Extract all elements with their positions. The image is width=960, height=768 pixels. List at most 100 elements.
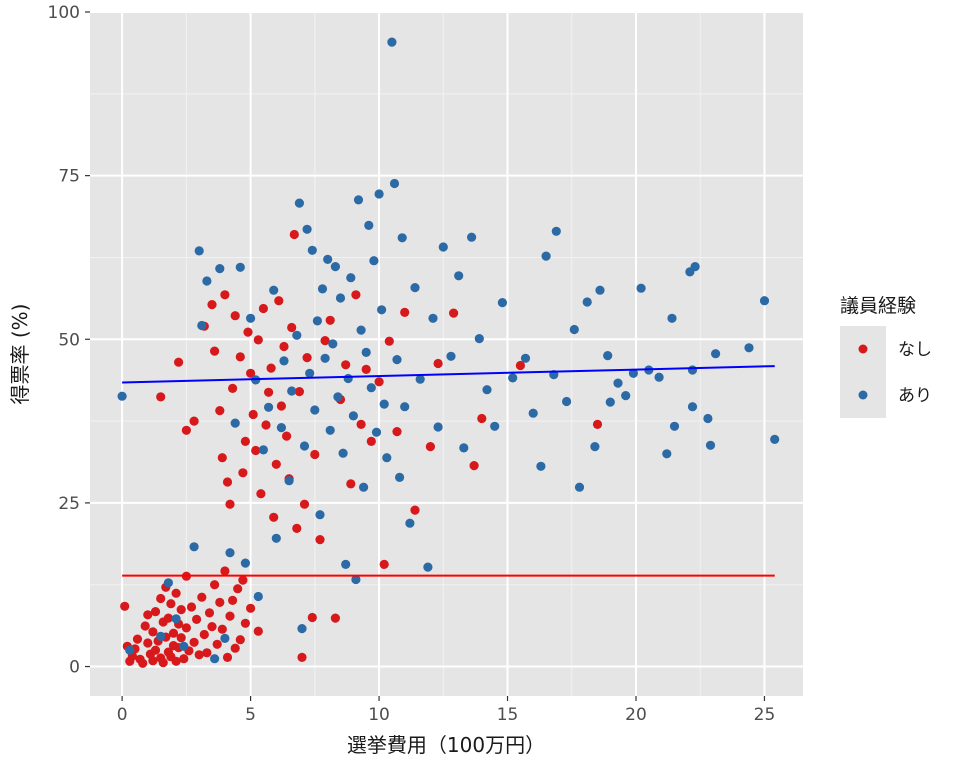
data-point-nashi <box>222 477 233 487</box>
data-point-nashi <box>325 315 335 325</box>
y-tick-label: 25 <box>58 494 80 514</box>
data-point-nashi <box>374 377 384 387</box>
data-point-ari <box>703 413 713 424</box>
data-point-nashi <box>197 592 207 602</box>
data-point-ari <box>569 324 579 335</box>
data-point-ari <box>156 631 166 642</box>
data-point-nashi <box>235 635 245 645</box>
y-tick-label: 100 <box>48 3 80 23</box>
data-point-nashi <box>302 353 312 363</box>
data-point-nashi <box>400 307 410 317</box>
legend-key-nashi <box>858 344 868 354</box>
data-point-ari <box>438 242 448 252</box>
data-point-ari <box>371 427 382 437</box>
data-point-nashi <box>225 611 235 621</box>
data-point-ari <box>341 559 351 570</box>
data-point-nashi <box>294 387 304 397</box>
data-point-ari <box>744 343 754 353</box>
data-point-ari <box>508 373 518 383</box>
data-point-nashi <box>220 290 230 300</box>
data-point-ari <box>333 392 343 402</box>
data-point-nashi <box>217 453 227 463</box>
data-point-nashi <box>282 431 292 441</box>
data-point-ari <box>338 448 348 458</box>
data-point-ari <box>220 633 230 644</box>
data-point-ari <box>317 284 328 294</box>
data-point-ari <box>330 262 340 272</box>
data-point-ari <box>315 510 325 520</box>
data-point-ari <box>687 365 698 375</box>
minor-gridlines <box>90 12 803 696</box>
data-point-nashi <box>592 419 603 429</box>
data-point-ari <box>582 297 592 307</box>
data-point-ari <box>636 283 646 293</box>
data-point-ari <box>423 562 433 572</box>
data-point-nashi <box>143 610 153 620</box>
data-point-nashi <box>269 512 279 522</box>
data-point-ari <box>343 373 353 384</box>
data-point-nashi <box>189 416 199 426</box>
data-point-ari <box>536 461 546 471</box>
data-point-nashi <box>361 364 371 374</box>
data-point-nashi <box>292 523 302 534</box>
data-point-nashi <box>477 413 487 424</box>
data-point-nashi <box>238 468 248 478</box>
x-tick-label: 5 <box>245 705 256 725</box>
data-point-ari <box>197 320 207 331</box>
data-point-ari <box>497 298 507 308</box>
data-point-nashi <box>150 607 161 617</box>
data-point-ari <box>323 254 333 264</box>
data-point-ari <box>346 273 356 283</box>
data-point-ari <box>287 386 297 396</box>
data-point-ari <box>711 349 721 359</box>
data-point-nashi <box>392 427 402 437</box>
data-point-ari <box>284 476 294 486</box>
data-point-nashi <box>230 643 240 653</box>
data-point-ari <box>364 220 374 230</box>
plot-panel <box>90 12 803 696</box>
y-tick-label: 0 <box>69 658 80 678</box>
data-point-ari <box>163 578 173 588</box>
data-point-nashi <box>235 352 245 362</box>
data-point-ari <box>299 441 310 451</box>
data-point-ari <box>595 285 605 295</box>
legend: 議員経験 なし あり <box>840 295 932 418</box>
data-point-ari <box>551 226 561 236</box>
data-point-nashi <box>181 623 191 633</box>
data-point-ari <box>392 355 402 365</box>
data-point-ari <box>171 614 181 624</box>
x-tick-label: 15 <box>497 705 519 725</box>
data-point-nashi <box>253 335 263 345</box>
data-point-nashi <box>228 595 238 606</box>
data-point-nashi <box>384 336 394 346</box>
data-point-nashi <box>222 652 233 663</box>
data-point-ari <box>225 548 235 558</box>
data-point-nashi <box>433 358 443 369</box>
data-point-ari <box>662 449 672 459</box>
data-point-ari <box>240 558 250 568</box>
data-point-ari <box>770 434 780 444</box>
data-point-ari <box>395 472 405 482</box>
data-point-nashi <box>256 489 266 499</box>
data-point-nashi <box>379 559 389 570</box>
data-point-ari <box>230 418 240 428</box>
trend-line-ari <box>122 365 775 384</box>
data-point-ari <box>433 422 443 432</box>
data-point-nashi <box>168 628 179 638</box>
legend-key-ari <box>858 390 868 400</box>
data-point-nashi <box>287 322 297 333</box>
data-point-nashi <box>356 419 366 429</box>
data-point-nashi <box>171 656 181 666</box>
data-point-ari <box>202 276 212 286</box>
data-point-ari <box>400 402 410 412</box>
data-point-nashi <box>204 608 215 618</box>
data-point-nashi <box>210 580 220 590</box>
data-point-nashi <box>258 303 268 314</box>
data-point-nashi <box>174 357 184 367</box>
data-point-ari <box>405 518 415 528</box>
data-point-nashi <box>140 621 150 631</box>
data-point-ari <box>279 356 289 366</box>
data-point-ari <box>621 391 631 401</box>
data-point-ari <box>246 313 256 323</box>
